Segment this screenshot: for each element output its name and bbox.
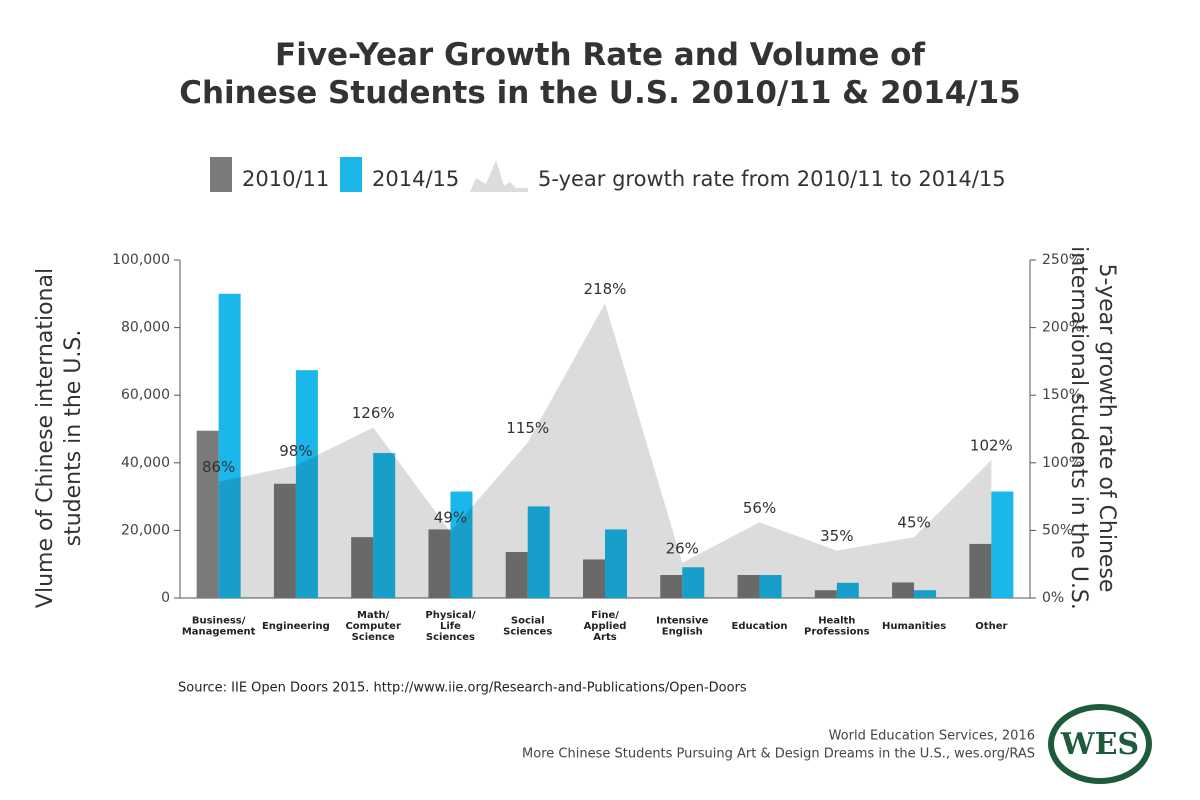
- y2-tick-label: 50%: [1042, 522, 1073, 538]
- legend-label: 2014/15: [372, 167, 459, 191]
- y-tick-label: 80,000: [121, 320, 170, 336]
- data-label: 56%: [743, 499, 776, 517]
- legend-label: 2010/11: [242, 167, 329, 191]
- y2-axis-title: 5-year growth rate of Chineseinternation…: [1066, 246, 1119, 610]
- data-label: 35%: [820, 527, 853, 545]
- y-tick-label: 0: [161, 590, 170, 606]
- data-label: 49%: [434, 508, 467, 526]
- x-tick-label: Humanities: [882, 621, 946, 632]
- y2-tick-label: 150%: [1042, 387, 1082, 403]
- y-tick-label: 20,000: [121, 522, 170, 538]
- y2-tick-label: 100%: [1042, 455, 1082, 471]
- bar: [991, 491, 1014, 598]
- y2-tick-label: 250%: [1042, 252, 1082, 268]
- data-label: 218%: [584, 280, 627, 298]
- credit: World Education Services, 2016: [829, 729, 1035, 744]
- data-label: 115%: [506, 419, 549, 437]
- y-tick-label: 100,000: [112, 252, 170, 268]
- legend-swatch: [470, 160, 528, 192]
- chart-title: Five-Year Growth Rate and Volume of Chine…: [179, 37, 1021, 111]
- x-tick-label: Math/Computer Science: [345, 610, 400, 643]
- x-tick-label: Business/Management: [182, 616, 256, 638]
- y2-tick-label: 0%: [1042, 590, 1064, 606]
- source: Source: IIE Open Doors 2015. http://www.…: [178, 681, 747, 696]
- x-tick-label: Engineering: [262, 621, 330, 632]
- logo: WES: [1060, 727, 1139, 762]
- legend-swatch: [340, 157, 362, 192]
- data-label: 98%: [279, 442, 312, 460]
- y2-tick-label: 200%: [1042, 320, 1082, 336]
- x-tick-label: Intensive English: [656, 616, 708, 638]
- bar: [196, 430, 219, 598]
- y-tick-label: 60,000: [121, 387, 170, 403]
- x-tick-label: Health Professions: [804, 616, 870, 638]
- legend-label: 5-year growth rate from 2010/11 to 2014/…: [538, 167, 1006, 191]
- x-tick-label: Fine/Applied Arts: [584, 610, 627, 643]
- y-tick-label: 40,000: [121, 455, 170, 471]
- x-tick-label: Physical/Life Sciences: [425, 610, 475, 643]
- x-tick-label: Social Sciences: [503, 616, 552, 638]
- y-axis-title: Vlume of Chinese international students i…: [33, 268, 86, 608]
- data-label: 86%: [202, 458, 235, 476]
- reference: More Chinese Students Pursuing Art & Des…: [522, 747, 1035, 762]
- growth-area: [218, 303, 992, 598]
- data-label: 45%: [897, 514, 930, 532]
- data-label: 102%: [970, 437, 1013, 455]
- data-label: 126%: [352, 404, 395, 422]
- x-tick-label: Education: [732, 621, 788, 632]
- logo-inner: [1054, 710, 1146, 778]
- x-tick-label: Other: [975, 621, 1007, 632]
- data-label: 26%: [666, 539, 699, 557]
- legend-swatch: [210, 157, 232, 192]
